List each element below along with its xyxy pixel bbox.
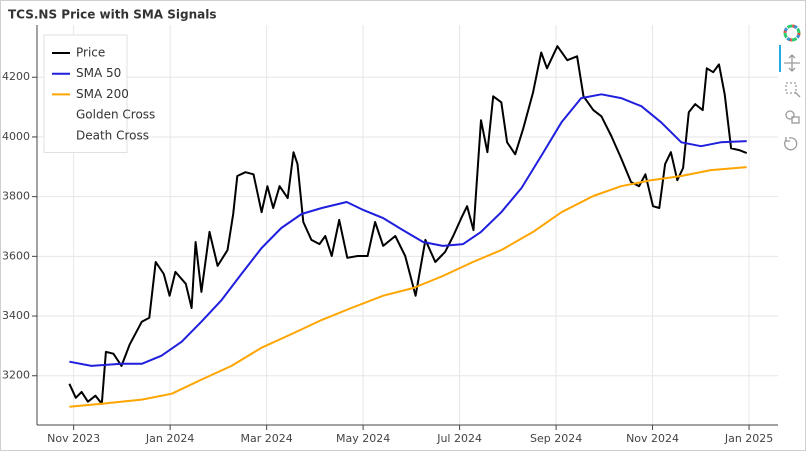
x-tick-label: May 2024 — [336, 432, 390, 445]
pan-tool[interactable] — [784, 54, 800, 72]
line-series — [68, 45, 748, 405]
y-tick-label: 3800 — [2, 190, 30, 203]
x-tick-label: Jul 2024 — [436, 432, 482, 445]
x-tick-label: Mar 2024 — [241, 432, 293, 445]
bokeh-logo — [783, 24, 801, 42]
y-tick-label: 3200 — [2, 369, 30, 382]
line-series — [69, 166, 747, 408]
legend: Price SMA 50 SMA 200 Golden Cross Death Cros… — [43, 34, 155, 153]
x-tick-label: Jan 2024 — [145, 432, 194, 445]
chart-title: TCS.NS Price with SMA Signals — [8, 8, 216, 22]
legend-label: Price — [76, 46, 105, 60]
x-tick-label: Nov 2023 — [47, 432, 100, 445]
wheel-zoom-tool[interactable] — [785, 110, 795, 120]
plot-area: 3200 3400 3600 3800 4000 4200 Nov 2023 Jan 2024… — [2, 25, 778, 445]
y-tick-label: 3600 — [2, 249, 30, 262]
box-zoom-tool[interactable] — [785, 82, 797, 94]
legend-label: Death Cross — [76, 128, 149, 142]
y-tick-label: 3400 — [2, 309, 30, 322]
x-tick-label: Jan 2025 — [724, 432, 773, 445]
x-tick-label: Sep 2024 — [530, 432, 582, 445]
wheel-zoom-icon — [791, 116, 800, 124]
legend-label: Golden Cross — [76, 108, 155, 122]
legend-label: SMA 200 — [76, 87, 129, 101]
logo-ring — [783, 24, 801, 42]
box-zoom-handle — [794, 91, 801, 98]
reset-tool[interactable] — [784, 137, 798, 151]
y-tick-label: 4200 — [2, 70, 30, 83]
legend-label: SMA 50 — [76, 66, 121, 80]
y-tick-label: 4000 — [2, 130, 30, 143]
x-tick-label: Nov 2024 — [626, 432, 679, 445]
line-series — [69, 93, 747, 367]
toolbar — [779, 24, 801, 151]
